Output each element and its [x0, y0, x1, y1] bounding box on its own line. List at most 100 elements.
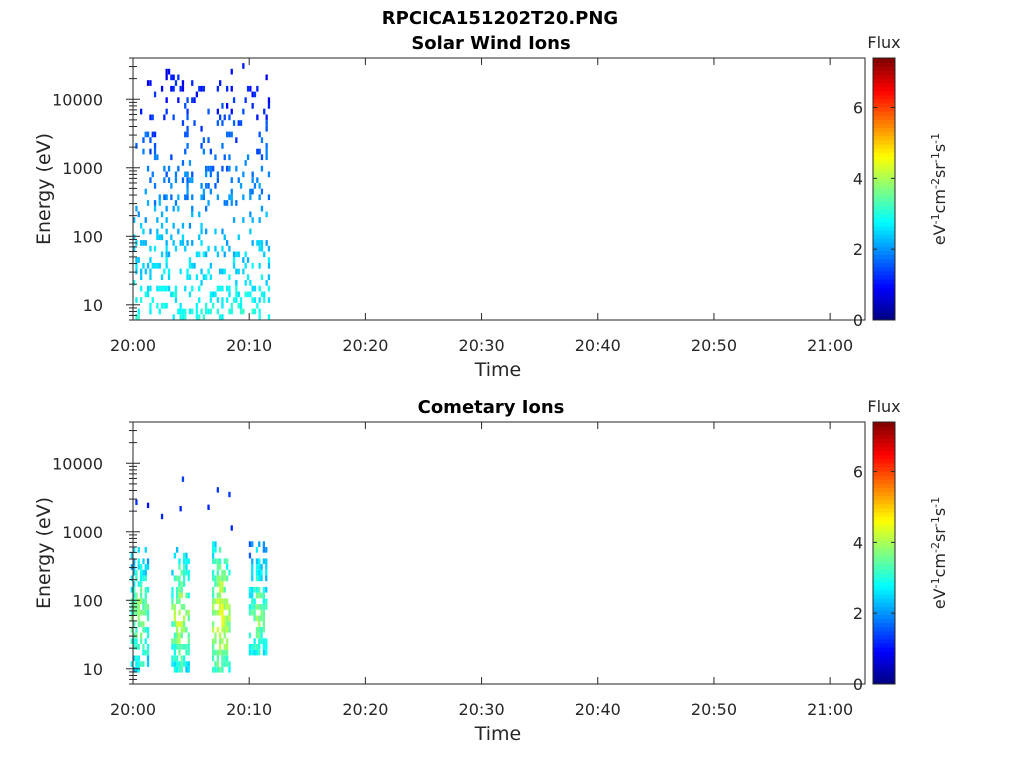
heatmap-cell [183, 552, 186, 559]
x-tick-label: 20:50 [691, 336, 737, 355]
heatmap-cell [230, 177, 233, 183]
heatmap-cell [202, 194, 205, 201]
heatmap-cell [216, 626, 219, 633]
heatmap-cell [195, 91, 198, 98]
heatmap-cell [216, 285, 219, 292]
heatmap-cell [253, 308, 257, 315]
heatmap-cell [255, 626, 259, 633]
y-tick-label: 10000 [52, 454, 103, 473]
heatmap-cell [262, 615, 265, 622]
heatmap-cell [140, 638, 143, 644]
heatmap-cell [212, 626, 215, 633]
heatmap-cell [165, 217, 168, 223]
heatmap-cell [135, 569, 138, 576]
heatmap-cell [248, 586, 252, 593]
heatmap-cell [253, 183, 257, 189]
heatmap-cell [200, 308, 203, 315]
heatmap-cell [212, 638, 215, 644]
heatmap-cell [263, 108, 266, 115]
colorbar-segment [873, 458, 895, 464]
colorbar-tick-label: 0 [853, 675, 863, 694]
heatmap-cell [144, 609, 147, 616]
heatmap-cell [202, 188, 205, 195]
heatmap-cell [174, 177, 178, 183]
heatmap-cell [260, 188, 264, 195]
heatmap-cell [142, 604, 145, 610]
heatmap-cell [212, 621, 215, 627]
colorbar-segment [873, 503, 895, 509]
heatmap-cell [178, 638, 181, 644]
heatmap-cell [140, 621, 143, 627]
heatmap-cell [172, 114, 175, 121]
heatmap-cell [262, 598, 265, 605]
heatmap-cell [151, 114, 154, 121]
heatmap-cell [251, 598, 254, 605]
heatmap-cell [255, 592, 259, 599]
heatmap-cell [165, 171, 168, 178]
heatmap-cell [146, 615, 150, 622]
heatmap-cell [191, 211, 194, 218]
heatmap-cell [142, 575, 145, 582]
heatmap-cell [149, 274, 152, 280]
heatmap-cell [221, 103, 224, 109]
colorbar-segment [873, 295, 895, 301]
heatmap-cell [140, 661, 143, 667]
heatmap-cell [239, 308, 243, 315]
heatmap-cell [209, 165, 212, 172]
heatmap-cell [262, 621, 265, 627]
heatmap-cell [214, 228, 217, 235]
heatmap-cell [188, 257, 192, 263]
heatmap-cell [260, 626, 263, 633]
heatmap-cell [133, 638, 136, 644]
x-tick-label: 20:20 [342, 336, 388, 355]
heatmap-cell [219, 547, 222, 553]
heatmap-cell [193, 262, 196, 269]
heatmap-cell [180, 586, 183, 593]
heatmap-cell [130, 615, 133, 622]
heatmap-cell [153, 205, 157, 212]
heatmap-cell [174, 297, 178, 303]
colorbar-segment [873, 119, 895, 124]
heatmap-cell [205, 251, 208, 258]
heatmap-cell [228, 114, 231, 121]
heatmap-cell [258, 308, 261, 315]
heatmap-cell [248, 609, 252, 616]
heatmap-cell [228, 569, 231, 576]
colorbar-segment [873, 213, 895, 219]
heatmap-cell [149, 177, 152, 183]
heatmap-cell [200, 194, 203, 201]
colorbar-segment [873, 254, 895, 260]
heatmap-cell [258, 262, 261, 269]
heatmap-cell [165, 194, 168, 201]
colorbar-segment [873, 62, 895, 67]
heatmap-cell [212, 552, 215, 559]
heatmap-cell [140, 564, 143, 570]
heatmap-cell [256, 85, 259, 92]
heatmap-cell [258, 564, 261, 570]
heatmap-cell [178, 592, 181, 599]
heatmap-cell [198, 234, 201, 241]
colorbar-segment [873, 279, 895, 284]
heatmap-cell [221, 120, 224, 126]
heatmap-cell [140, 108, 143, 115]
heatmap-cell [174, 171, 178, 178]
colorbar-segment [873, 238, 895, 243]
heatmap-cell [207, 137, 210, 143]
heatmap-cell [265, 604, 268, 610]
heatmap-cell [242, 171, 245, 178]
heatmap-cell [258, 297, 261, 303]
heatmap-cell [156, 285, 159, 292]
colorbar-segment [873, 176, 895, 182]
heatmap-cell [223, 655, 226, 662]
heatmap-cell [255, 632, 259, 639]
colorbar-segment [873, 111, 895, 116]
heatmap-cell [179, 240, 182, 246]
heatmap-cell [186, 143, 189, 149]
heatmap-cell [207, 165, 210, 172]
heatmap-cell [137, 655, 140, 662]
heatmap-cell [149, 302, 152, 309]
colorbar-segment [873, 234, 895, 239]
colorbar-segment [873, 512, 895, 517]
heatmap-cell [187, 592, 190, 599]
heatmap-cell [165, 228, 168, 235]
